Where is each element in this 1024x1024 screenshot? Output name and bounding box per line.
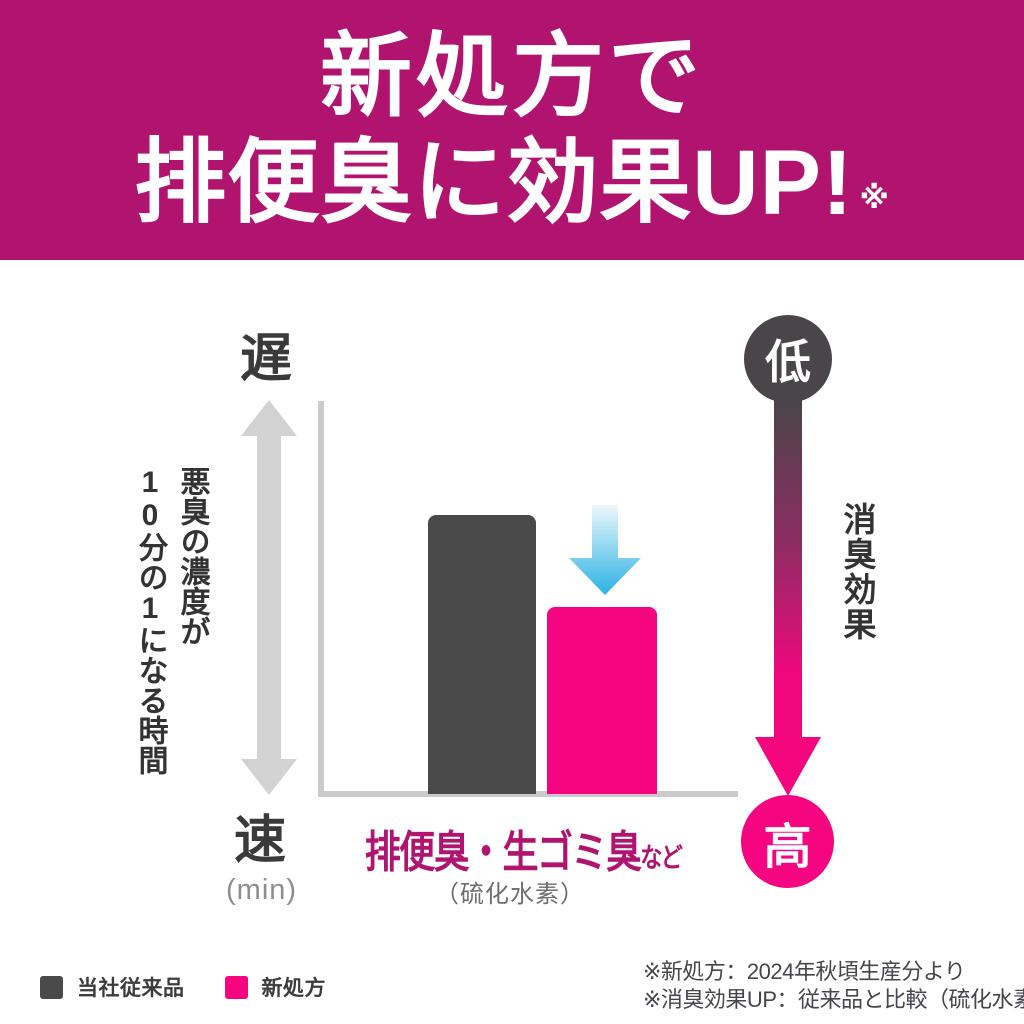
- legend: 当社従来品 新処方: [40, 972, 326, 1002]
- meter-side-label: 消臭効果: [839, 502, 876, 642]
- legend-swatch-conventional: [40, 975, 63, 999]
- x-category-label-suffix: など: [640, 843, 683, 873]
- y-axis-title-col1: 悪臭の濃度が: [175, 466, 209, 646]
- footnote-line-2: ※消臭効果UP：従来品と比較（硫化水素）: [643, 987, 1024, 1013]
- y-axis-line: [318, 401, 324, 794]
- legend-item-new: 新処方: [224, 972, 327, 1002]
- y-axis-top-label: 遅: [240, 330, 293, 388]
- legend-swatch-new: [224, 975, 248, 999]
- legend-label-conventional: 当社従来品: [77, 977, 185, 1000]
- x-category-label-main: 排便臭・生ゴミ臭など: [364, 816, 683, 880]
- bar-conventional-product: [428, 515, 536, 794]
- meter-low-badge: 低: [744, 315, 832, 403]
- footnote-line-1: ※新処方：2024年秋頃生産分より: [643, 959, 966, 984]
- meter-gradient-arrow-icon: [755, 399, 821, 796]
- footnotes: ※新処方：2024年秋頃生産分より ※消臭効果UP：従来品と比較（硫化水素）: [643, 958, 1024, 1014]
- y-axis-unit-label: (min): [226, 874, 298, 906]
- headline-line2: 排便臭に効果UP! ※: [134, 137, 890, 229]
- headline-line2-text: 排便臭に効果UP!: [134, 132, 854, 234]
- legend-label-new: 新処方: [261, 977, 326, 1000]
- header-banner: 新処方で 排便臭に効果UP! ※: [0, 0, 1024, 260]
- x-axis-line: [318, 791, 738, 797]
- decrease-arrow-icon: [569, 505, 641, 595]
- x-category-label-main-text: 排便臭・生ゴミ臭: [364, 828, 642, 877]
- meter-high-badge: 高: [741, 795, 834, 888]
- y-axis-bottom-label: 速: [234, 812, 287, 870]
- x-category-note: （硫化水素）: [435, 881, 585, 908]
- legend-item-conventional: 当社従来品: [40, 972, 185, 1002]
- x-category-label: 排便臭・生ゴミ臭など: [330, 816, 683, 880]
- headline-line1: 新処方で: [319, 26, 704, 128]
- up-down-arrow-icon: [241, 400, 297, 795]
- bar-new-formula: [547, 607, 657, 794]
- y-axis-title-col2: 10分の1になる時間: [133, 466, 167, 775]
- headline-note-mark: ※: [859, 182, 890, 215]
